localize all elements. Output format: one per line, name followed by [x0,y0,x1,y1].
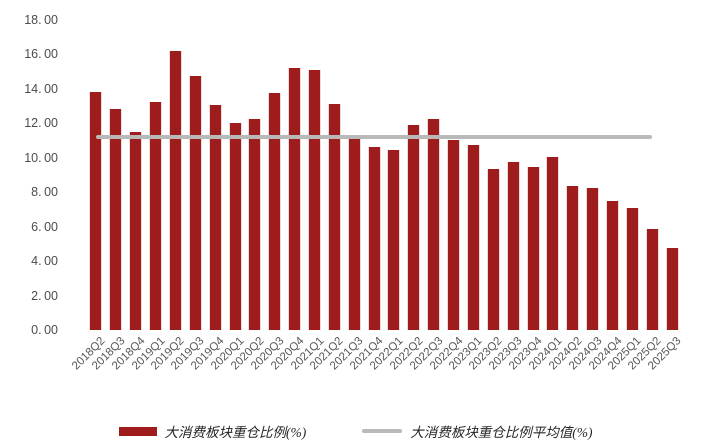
y-tick-label: 2. 00 [31,288,58,303]
bar-2019Q1 [150,101,162,330]
bar-2021Q3 [348,138,360,330]
bar-2023Q1 [467,145,479,330]
bar-2021Q1 [309,69,320,330]
bar-2024Q2 [567,186,579,330]
legend-item-bar-series: 大消费板块重仓比例(%) [118,421,307,441]
y-tick-label: 6. 00 [31,219,58,234]
bar-2020Q2 [249,118,261,330]
bar-2018Q3 [110,108,122,330]
bar-2020Q3 [269,93,281,330]
y-tick-label: 14. 00 [24,81,58,96]
average-line [95,134,653,139]
bar-2018Q2 [90,92,102,330]
bar-2022Q2 [408,125,420,330]
bar-2021Q4 [368,147,380,330]
line-series-swatch-icon [362,429,403,433]
bar-series-label: 大消费板块重仓比例(%) [164,425,307,440]
bar-2021Q2 [328,104,340,330]
bar-2019Q3 [189,75,201,330]
bar-2020Q1 [229,123,241,330]
bar-series-swatch-icon [118,426,157,436]
bar-2022Q3 [428,118,440,330]
bar-2024Q3 [587,188,599,330]
bar-2024Q4 [607,200,619,330]
y-tick-label: 8. 00 [31,185,58,200]
y-tick-label: 12. 00 [24,116,58,131]
bar-2020Q4 [289,68,301,330]
bar-2024Q1 [547,157,559,330]
bar-2023Q2 [487,168,499,330]
line-series-label: 大消费板块重仓比例平均值(%) [410,425,593,440]
y-tick-label: 4. 00 [31,254,58,269]
y-tick-label: 10. 00 [24,150,58,165]
y-tick-label: 16. 00 [24,47,58,62]
bar-2018Q4 [130,131,142,330]
bar-2025Q2 [646,228,658,330]
y-tick-label: 18. 00 [24,13,58,27]
bar-2025Q3 [666,248,678,330]
bar-2022Q4 [448,139,460,330]
legend-item-line-series: 大消费板块重仓比例平均值(%) [362,421,593,441]
bar-2019Q2 [169,51,181,330]
bar-2025Q1 [626,208,638,330]
bar-2023Q3 [507,161,519,330]
bar-2022Q1 [388,150,400,330]
bar-2019Q4 [209,105,221,330]
chart-legend: 大消费板块重仓比例(%) 大消费板块重仓比例平均值(%) [0,420,711,442]
y-tick-label: 0. 00 [31,323,58,337]
bar-2023Q4 [527,166,539,330]
